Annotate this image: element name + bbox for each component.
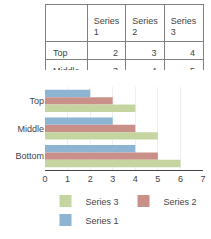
svg-text:Series 1: Series 1 [86,216,119,226]
svg-text:Series 2: Series 2 [164,197,197,207]
svg-text:Top: Top [53,48,68,58]
svg-text:Series3: Series3 [171,16,197,38]
svg-text:4: 4 [133,174,138,184]
svg-text:Series2: Series2 [132,16,158,38]
svg-text:2: 2 [88,174,93,184]
svg-text:0: 0 [42,174,47,184]
svg-text:4: 4 [190,48,195,58]
svg-text:Series 3: Series 3 [86,197,119,207]
svg-text:6: 6 [178,174,183,184]
svg-text:1: 1 [65,174,70,184]
svg-text:4: 4 [151,66,156,70]
svg-text:5: 5 [155,174,160,184]
svg-text:Series1: Series1 [94,16,120,38]
svg-text:5: 5 [190,66,195,70]
svg-text:Middle: Middle [53,66,80,70]
svg-text:7: 7 [200,174,205,184]
svg-text:Middle: Middle [17,124,44,134]
svg-text:3: 3 [110,174,115,184]
svg-text:2: 2 [113,48,118,58]
svg-text:3: 3 [113,66,118,70]
svg-text:Top: Top [29,96,44,106]
svg-text:Bottom: Bottom [15,151,44,161]
svg-text:3: 3 [151,48,156,58]
